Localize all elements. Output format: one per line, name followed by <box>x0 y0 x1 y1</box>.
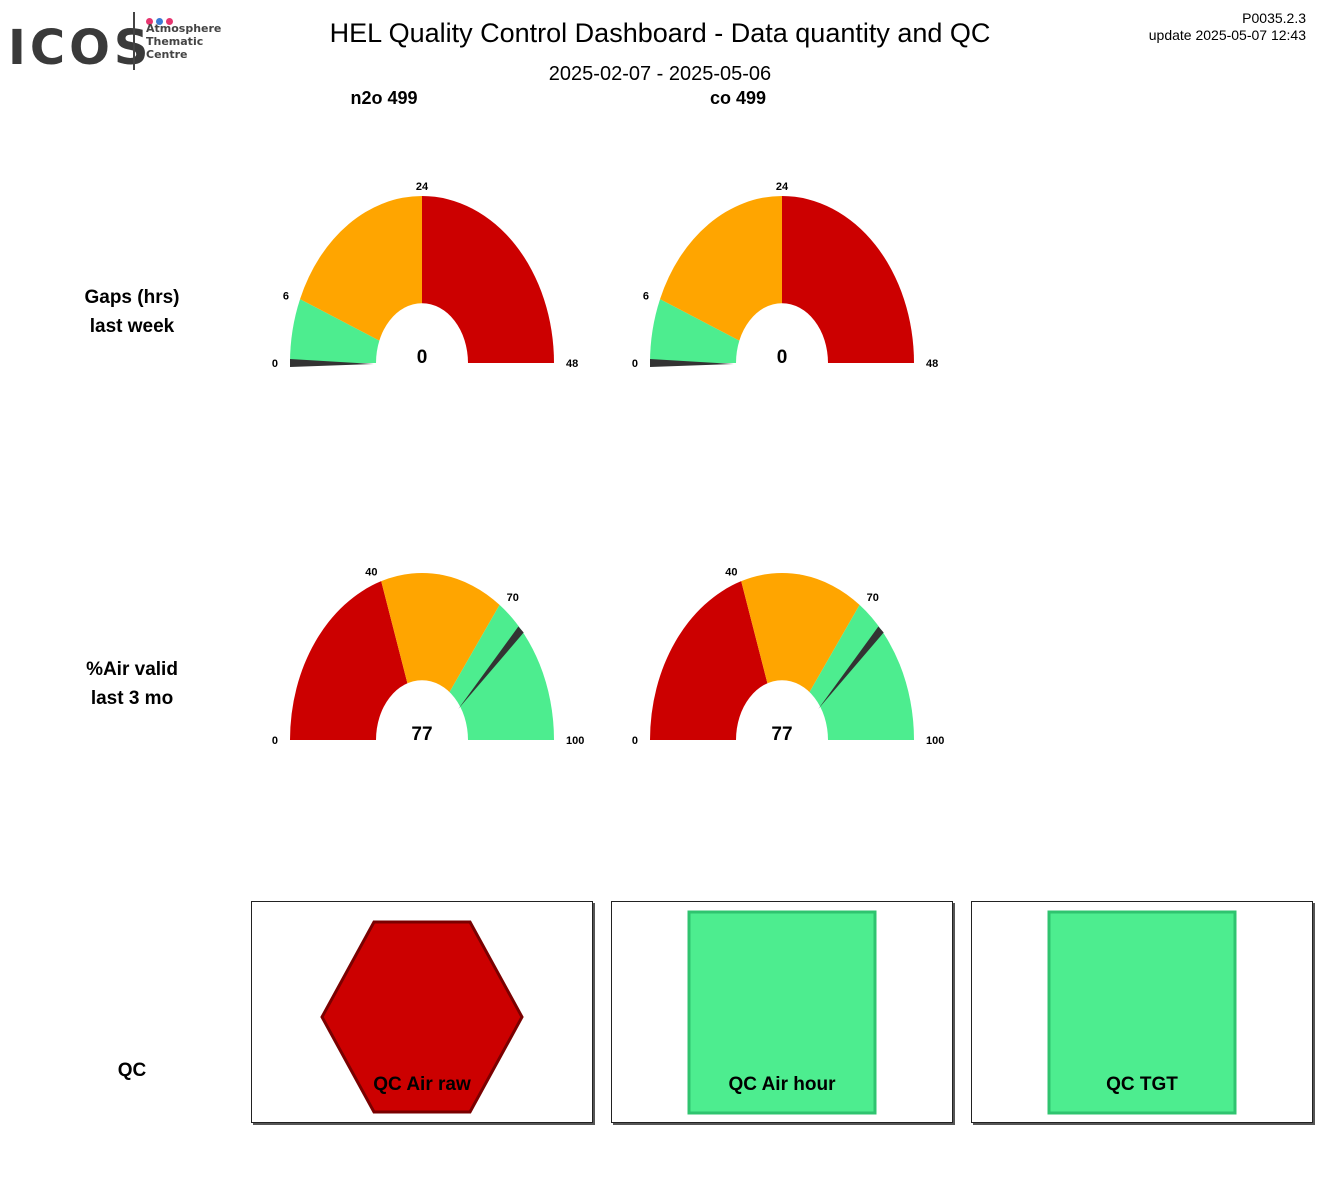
qc-square-icon <box>687 910 877 1115</box>
gauge-hub <box>376 680 468 740</box>
gauge-band <box>381 573 500 740</box>
column-header-co: co 499 <box>709 88 767 108</box>
gauge-tick-label: 100 <box>926 735 944 747</box>
gauge-band <box>782 196 914 363</box>
gauge-tick-label: 70 <box>867 592 879 604</box>
qc-hexagon-icon <box>320 920 524 1114</box>
gauge-value-label: 0 <box>417 347 428 368</box>
gauge-hub <box>736 303 828 363</box>
gauge-needle <box>818 626 884 710</box>
logo-dots <box>146 12 176 30</box>
qc-label-tgt: QC TGT <box>1106 1074 1178 1095</box>
gauge-tick-label: 0 <box>272 735 278 747</box>
gauge-band <box>422 196 554 363</box>
gauge-tick-label: 48 <box>566 358 578 370</box>
qc-panel-tgt: QC TGT <box>971 901 1313 1123</box>
gauge-needle <box>650 359 734 367</box>
update-timestamp: update 2025-05-07 12:43 <box>1148 27 1306 43</box>
row-label-air-valid: %Air valid last 3 mo <box>32 655 232 713</box>
row-label-line: %Air valid <box>86 659 178 680</box>
version-number: P0035.2.3 <box>1242 10 1306 26</box>
version-info: P0035.2.3 update 2025-05-07 12:43 <box>1149 10 1306 44</box>
gauge-tick-label: 40 <box>365 567 377 579</box>
gauge-tick-label: 40 <box>725 567 737 579</box>
row-label-line: last 3 mo <box>90 688 174 709</box>
gauge-hub <box>376 303 468 363</box>
gauge-value-label: 77 <box>411 724 432 745</box>
qc-shape-svg <box>320 920 524 1114</box>
gauge-tick-label: 24 <box>416 181 429 193</box>
gauge-needle <box>458 626 524 710</box>
gauge-tick-label: 6 <box>643 290 649 302</box>
logo-dot <box>156 18 163 25</box>
icos-logo: ICOS Atmosphere Thematic Centre <box>6 10 236 74</box>
row-label-line: Gaps (hrs) <box>84 287 180 308</box>
qc-square-icon <box>1047 910 1237 1115</box>
qc-shape-svg <box>1047 910 1237 1115</box>
gauge-charts: 0 6 24 48 0 0 6 24 48 0 0 40 70 100 77 0 40 70 100 77 <box>272 181 944 747</box>
column-header-n2o: n2o 499 <box>350 88 418 108</box>
row-label-gaps: Gaps (hrs) last week <box>32 283 232 341</box>
gauge-tick-label: 70 <box>507 592 519 604</box>
logo-subtitle: Atmosphere Thematic Centre <box>146 22 221 61</box>
qc-shape-svg <box>687 910 877 1115</box>
logo-dot <box>146 18 153 25</box>
row-label-qc: QC <box>117 1060 147 1081</box>
gauge-tick-label: 24 <box>776 181 789 193</box>
gauge-tick-label: 0 <box>632 358 638 370</box>
page-title: HEL Quality Control Dashboard - Data qua… <box>329 18 991 48</box>
logo-divider <box>133 12 135 70</box>
logo-wordmark: ICOS <box>8 20 153 76</box>
date-range: 2025-02-07 - 2025-05-06 <box>548 63 772 85</box>
gauge-tick-label: 48 <box>926 358 938 370</box>
gauge-tick-label: 100 <box>566 735 584 747</box>
logo-dot <box>166 18 173 25</box>
gauge-value-label: 77 <box>771 724 792 745</box>
qc-label-air-hour: QC Air hour <box>728 1074 836 1095</box>
logo-subtitle-line: Centre <box>146 48 188 61</box>
qc-label-air-raw: QC Air raw <box>373 1074 471 1095</box>
gauge-band <box>741 573 860 740</box>
gauge-tick-label: 0 <box>272 358 278 370</box>
gauge-tick-label: 6 <box>283 290 289 302</box>
logo-subtitle-line: Atmosphere <box>146 22 222 35</box>
gauge-needle <box>290 359 374 367</box>
gauge-tick-label: 0 <box>632 735 638 747</box>
logo-subtitle-line: Thematic <box>146 35 204 48</box>
qc-panel-air-raw: QC Air raw <box>251 901 593 1123</box>
qc-panel-air-hour: QC Air hour <box>611 901 953 1123</box>
gauge-hub <box>736 680 828 740</box>
gauge-value-label: 0 <box>777 347 788 368</box>
row-label-line: last week <box>89 316 175 337</box>
